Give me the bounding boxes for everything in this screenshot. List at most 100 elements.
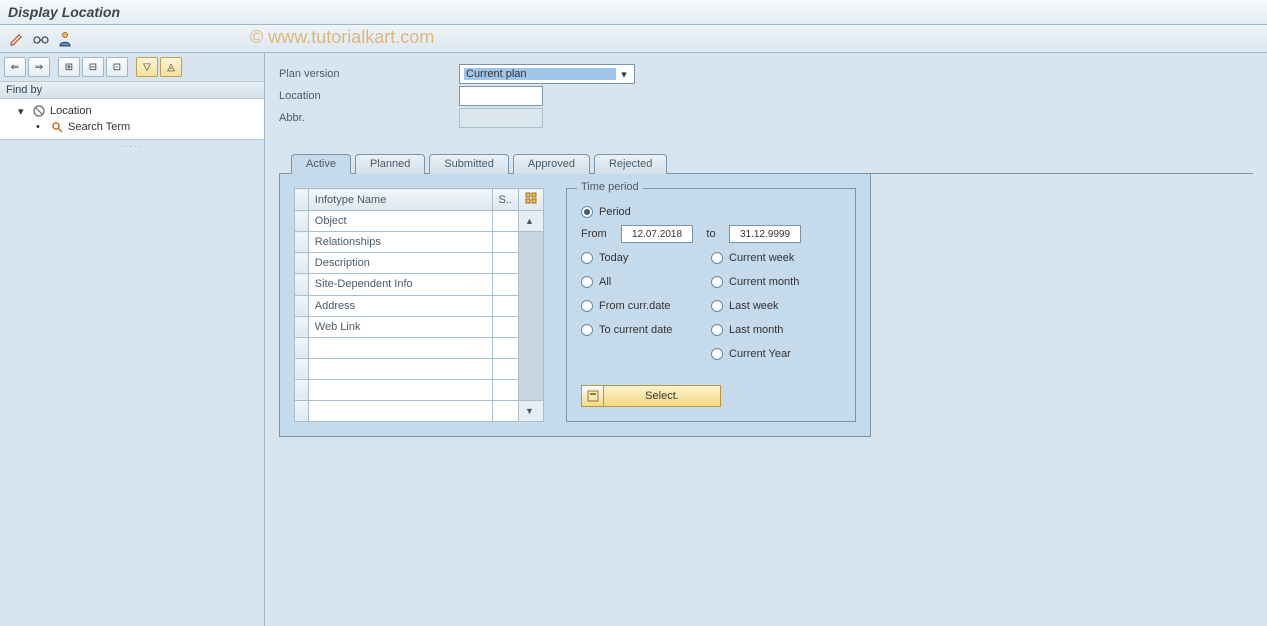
cell-infotype: Object [308,211,492,232]
scroll-down-button[interactable]: ▼ [518,400,543,421]
forward-button[interactable]: ⇒ [28,57,50,77]
person-icon[interactable] [56,30,74,48]
plan-version-label: Plan version [279,68,459,80]
radio-period-row[interactable]: Period [581,201,841,223]
nav-levels-button[interactable]: ⊡ [106,57,128,77]
col-s[interactable]: S.. [492,189,518,211]
cell-infotype: Description [308,253,492,274]
title-bar: Display Location [0,0,1267,25]
radio-current-week[interactable] [711,252,723,264]
table-row[interactable]: Site-Dependent Info [295,274,544,295]
date-range-row: From 12.07.2018 to 31.12.9999 [581,223,841,245]
status-tabs: Active Planned Submitted Approved Reject… [279,153,1253,174]
filter-button[interactable]: ▽ [136,57,158,77]
tree: ▾ Location • Search Term [0,99,264,140]
scroll-up-button[interactable]: ▲ [518,211,543,232]
location-row: Location [279,85,1253,107]
radio-current-week-row[interactable]: Current week [711,247,841,269]
cell-infotype [308,379,492,400]
radio-current-month-row[interactable]: Current month [711,271,841,293]
plan-version-dropdown[interactable]: Current plan ▾ [459,64,635,84]
select-button-label: Select. [604,390,720,402]
abbr-input [459,108,543,128]
period-radio-grid: Today Current week All Current month [581,247,841,365]
abbr-label: Abbr. [279,112,459,124]
nav-expand-button[interactable]: ⊞ [58,57,80,77]
tree-item-label: Location [50,105,92,117]
cell-infotype: Web Link [308,316,492,337]
radio-today[interactable] [581,252,593,264]
locate-button[interactable]: ◬ [160,57,182,77]
tree-expand-icon: ▾ [18,105,28,118]
location-label: Location [279,90,459,102]
table-row[interactable]: Address [295,295,544,316]
radio-last-month-row[interactable]: Last month [711,319,841,341]
plan-version-row: Plan version Current plan ▾ [279,63,1253,85]
radio-current-month[interactable] [711,276,723,288]
infotype-table: Infotype Name S.. Object▲ Relationships … [294,188,544,422]
radio-current-month-label: Current month [729,276,799,288]
table-settings-button[interactable] [518,189,543,211]
to-date-input[interactable]: 31.12.9999 [729,225,801,243]
radio-last-month[interactable] [711,324,723,336]
plan-version-value: Current plan [464,68,616,80]
main-toolbar: © www.tutorialkart.com [0,25,1267,53]
nav-collapse-button[interactable]: ⊟ [82,57,104,77]
table-row: ▼ [295,400,544,421]
table-row[interactable]: Relationships [295,232,544,253]
col-infotype-name[interactable]: Infotype Name [308,189,492,211]
radio-last-week[interactable] [711,300,723,312]
location-input[interactable] [459,86,543,106]
radio-to-current-row[interactable]: To current date [581,319,711,341]
pencil-icon[interactable] [8,30,26,48]
radio-today-row[interactable]: Today [581,247,711,269]
table-row[interactable]: Object ▲ [295,211,544,232]
tab-approved[interactable]: Approved [513,154,590,174]
tree-search-term[interactable]: • Search Term [2,119,262,135]
radio-all-label: All [599,276,611,288]
cell-infotype: Site-Dependent Info [308,274,492,295]
radio-last-week-label: Last week [729,300,779,312]
radio-current-year-row[interactable]: Current Year [711,343,841,365]
scroll-track[interactable] [518,232,543,401]
radio-today-label: Today [599,252,628,264]
radio-from-curr-row[interactable]: From curr.date [581,295,711,317]
radio-all[interactable] [581,276,593,288]
radio-period[interactable] [581,206,593,218]
search-tree-icon [50,120,64,134]
cell-infotype: Relationships [308,232,492,253]
from-date-input[interactable]: 12.07.2018 [621,225,693,243]
main-area: ⇐ ⇒ ⊞ ⊟ ⊡ ▽ ◬ Find by ▾ Location • [0,53,1267,626]
tab-planned[interactable]: Planned [355,154,425,174]
cell-infotype [308,337,492,358]
radio-to-current[interactable] [581,324,593,336]
tab-active[interactable]: Active [291,154,351,174]
radio-from-curr-label: From curr.date [599,300,671,312]
find-by-header: Find by [0,81,264,99]
radio-from-curr[interactable] [581,300,593,312]
tree-location[interactable]: ▾ Location [2,103,262,119]
table-row[interactable]: Web Link [295,316,544,337]
tab-rejected[interactable]: Rejected [594,154,667,174]
radio-to-current-label: To current date [599,324,672,336]
cell-infotype [308,358,492,379]
chevron-down-icon: ▾ [616,68,632,81]
to-label: to [701,228,721,240]
splitter-handle[interactable]: ····· [0,140,264,153]
abbr-row: Abbr. [279,107,1253,129]
right-panel: Plan version Current plan ▾ Location Abb… [265,53,1267,626]
radio-current-week-label: Current week [729,252,794,264]
select-button[interactable]: Select. [581,385,721,407]
time-period-group: Time period Period From 12.07.2018 to 31… [566,188,856,422]
radio-last-week-row[interactable]: Last week [711,295,841,317]
glasses-icon[interactable] [32,30,50,48]
table-row[interactable]: Description [295,253,544,274]
table-row [295,337,544,358]
tab-submitted[interactable]: Submitted [429,154,509,174]
back-button[interactable]: ⇐ [4,57,26,77]
radio-last-month-label: Last month [729,324,783,336]
tree-item-label: Search Term [68,121,130,133]
tab-content: Infotype Name S.. Object▲ Relationships … [279,174,871,437]
radio-current-year[interactable] [711,348,723,360]
radio-all-row[interactable]: All [581,271,711,293]
